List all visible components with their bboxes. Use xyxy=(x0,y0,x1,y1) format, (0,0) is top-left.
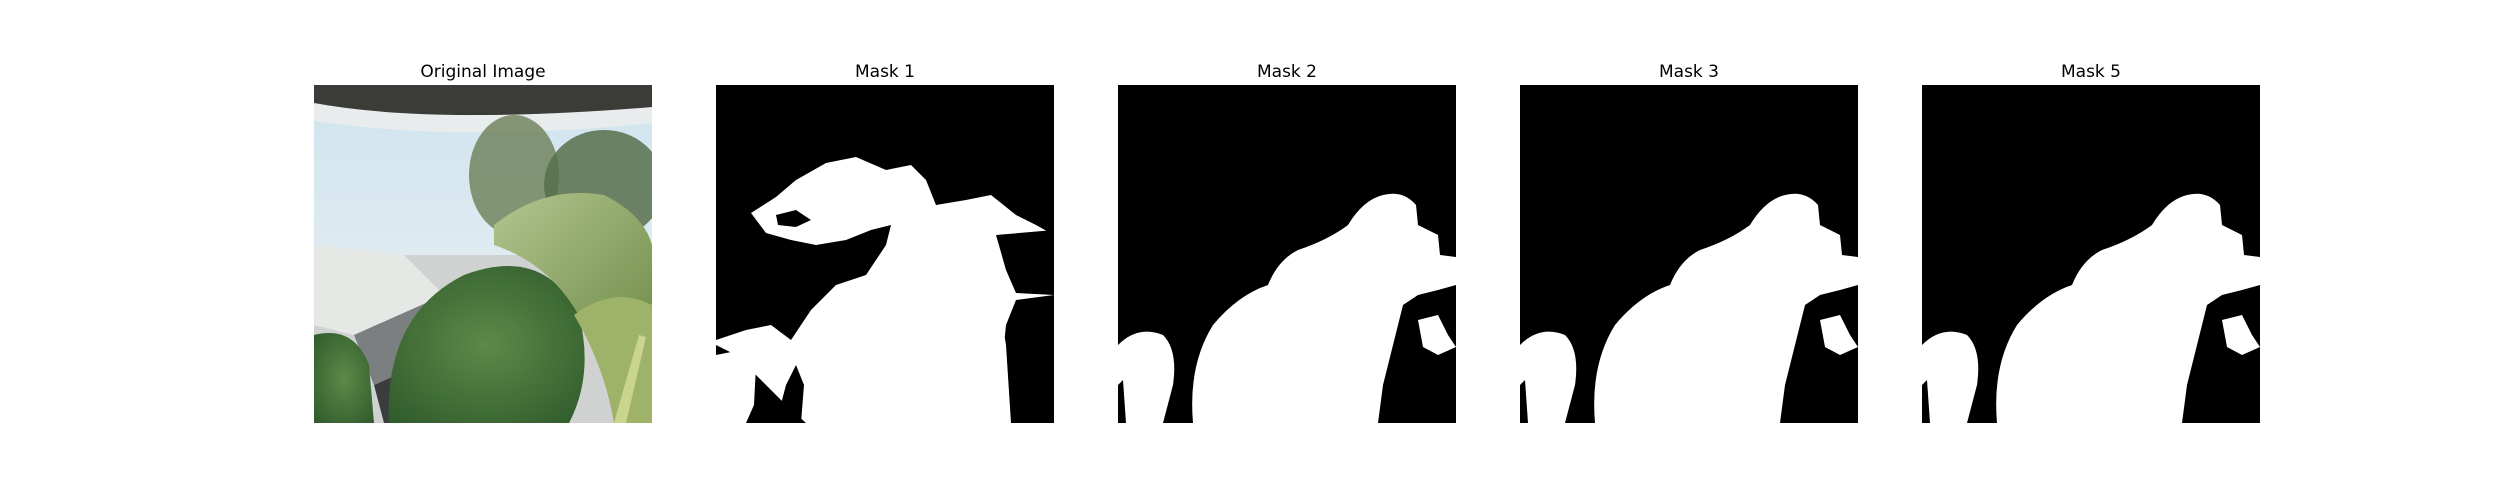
photo-leaf-left xyxy=(314,333,374,423)
mask-1-bottom-left xyxy=(716,350,756,423)
mask-5-foreground xyxy=(1922,193,2260,423)
mask-2-right-fragment xyxy=(1418,315,1456,355)
panel-title-mask-2: Mask 2 xyxy=(1256,62,1317,82)
panel-title-mask-5: Mask 5 xyxy=(2060,62,2121,82)
panel-title-mask-3: Mask 3 xyxy=(1658,62,1719,82)
panel-title-mask-1: Mask 1 xyxy=(854,62,915,82)
photo-structure-face xyxy=(314,245,444,335)
mask-1-hole-upper xyxy=(776,210,811,227)
mask-5-notch-left xyxy=(1922,380,1930,423)
mask-2-notch-left xyxy=(1118,380,1126,423)
photo-dark-top xyxy=(314,85,652,115)
photo-frame-bar xyxy=(314,103,652,133)
mask-3-foreground xyxy=(1520,193,1858,423)
photo-leaf-center xyxy=(388,266,585,423)
mask-1-gap-right xyxy=(996,230,1054,295)
panel-title-original: Original Image xyxy=(420,62,546,82)
mask-2-foreground xyxy=(1118,193,1456,423)
mask-3-notch-left xyxy=(1520,380,1528,423)
photo-stem xyxy=(614,335,646,423)
panel-mask-5: Mask 5 xyxy=(1922,60,2260,423)
panel-mask-1: Mask 1 xyxy=(716,60,1054,423)
mask-1-bottom-gap xyxy=(776,365,804,423)
mask-1-image xyxy=(716,85,1054,423)
panel-original-image: Original Image xyxy=(314,60,652,423)
mask-3-right-fragment xyxy=(1820,315,1858,355)
mask-5-right-fragment xyxy=(2222,315,2260,355)
panel-mask-2: Mask 2 xyxy=(1118,60,1456,423)
panel-mask-3: Mask 3 xyxy=(1520,60,1858,423)
mask-5-image xyxy=(1922,85,2260,423)
mask-1-right-blob xyxy=(971,290,1011,423)
mask-3-image xyxy=(1520,85,1858,423)
original-photo xyxy=(314,85,652,423)
mask-2-image xyxy=(1118,85,1456,423)
